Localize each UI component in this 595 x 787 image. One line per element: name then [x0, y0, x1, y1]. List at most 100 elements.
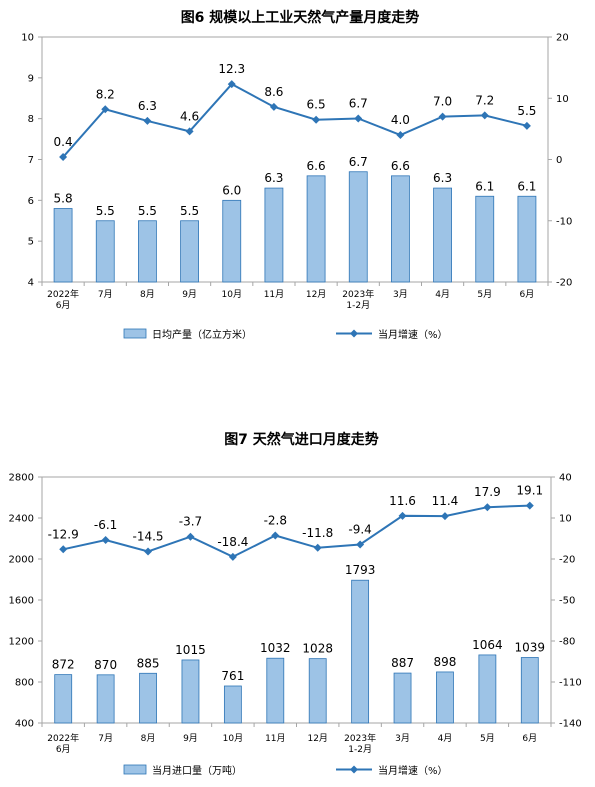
bar [138, 220, 157, 283]
bar [264, 187, 284, 283]
plot-frame [41, 36, 549, 283]
left-axis-tick-label: 2400 [9, 514, 34, 525]
bar-value-label: 6.3 [433, 171, 452, 185]
left-axis-tick-label: 2800 [9, 473, 34, 484]
line-point [186, 532, 195, 541]
line-value-label: -18.4 [217, 535, 248, 549]
line-point [312, 115, 321, 124]
line-value-label: 8.2 [96, 87, 115, 101]
bar [95, 220, 115, 283]
bar [222, 199, 242, 283]
bar [520, 657, 539, 724]
bar [475, 195, 495, 283]
line-value-label: 7.2 [475, 93, 494, 107]
line-point [398, 511, 407, 520]
bar-value-label: 887 [391, 656, 414, 670]
line-value-label: 12.3 [218, 62, 245, 76]
bar-value-label: 1793 [345, 563, 376, 577]
left-axis-tick-label: 8 [28, 114, 34, 125]
bar [517, 195, 537, 283]
line-value-label: -3.7 [179, 515, 202, 529]
category-label: 8月 [140, 289, 155, 300]
line-value-label: -12.9 [48, 527, 79, 541]
category-label: 11月 [265, 733, 285, 744]
bar-value-label: 6.7 [349, 155, 368, 169]
category-label: 12月 [307, 733, 327, 744]
category-label: 1-2月 [348, 744, 372, 755]
line-point [438, 112, 447, 121]
bar-value-label: 1015 [175, 643, 206, 657]
line-value-label: -14.5 [133, 529, 164, 543]
growth-rate-line [62, 504, 530, 558]
category-label: 8月 [141, 733, 156, 744]
bar-value-label: 885 [137, 656, 160, 670]
chart-title: 图6 规模以上工业天然气产量月度走势 [181, 9, 420, 26]
plot-frame [41, 476, 552, 724]
line-point [356, 540, 365, 549]
bar [96, 674, 115, 724]
chart-1: 图6 规模以上工业天然气产量月度走势 4 5 6 7 8 9 10 -20 -10 0 10 20 202… [21, 9, 572, 341]
category-label: 3月 [395, 733, 410, 744]
bar [348, 171, 368, 283]
right-axis-tick-label: 40 [559, 473, 572, 484]
bar-value-label: 6.0 [222, 183, 241, 197]
bar-value-label: 872 [52, 658, 75, 672]
bar-value-label: 5.5 [96, 204, 115, 218]
left-axis-tick-label: 5 [28, 237, 34, 248]
line-value-label: 5.5 [517, 104, 536, 118]
line-value-label: 4.6 [180, 109, 199, 123]
left-axis-tick-label: 4 [28, 278, 34, 289]
right-axis-tick-label: -80 [559, 637, 575, 648]
line-point [313, 543, 322, 552]
bar-value-label: 870 [94, 658, 117, 672]
line-point [440, 512, 449, 521]
bar [433, 187, 452, 283]
line-value-label: 11.4 [432, 494, 459, 508]
bar [351, 579, 370, 724]
bar-value-label: 898 [434, 655, 457, 669]
legend-line-label: 当月增速（%） [378, 328, 448, 341]
chart-2: 图7 天然气进口月度走势 400 800 1200 1600 2000 2400 2800 -1… [9, 431, 582, 777]
line-value-label: 0.4 [54, 135, 73, 149]
line-point [144, 547, 153, 556]
category-label: 9月 [183, 733, 198, 744]
category-label: 2023年 [344, 732, 376, 744]
right-axis-tick-label: 10 [559, 514, 572, 525]
legend-line-label: 当月增速（%） [378, 764, 448, 777]
bar-value-label: 1028 [302, 642, 333, 656]
category-label: 6月 [520, 289, 535, 300]
left-axis-tick-label: 10 [21, 33, 34, 44]
right-axis-tick-label: -20 [556, 278, 572, 289]
line-value-label: 11.6 [389, 494, 416, 508]
bar-value-label: 6.1 [475, 179, 494, 193]
bar-value-label: 6.6 [307, 159, 326, 173]
line-value-label: -6.1 [94, 518, 117, 532]
category-label: 4月 [435, 289, 450, 300]
bar-value-label: 6.1 [517, 179, 536, 193]
line-point [59, 153, 68, 162]
line-point [480, 111, 489, 120]
line-value-label: 17.9 [474, 485, 501, 499]
line-point [271, 531, 280, 540]
bar [308, 658, 327, 724]
bar [139, 672, 157, 724]
line-point [143, 116, 152, 125]
category-label: 6月 [56, 744, 71, 755]
legend: 日均产量（亿立方米） 当月增速（%） [123, 328, 448, 341]
right-axis-tick-label: 10 [556, 94, 569, 105]
line-value-label: 6.7 [349, 96, 368, 110]
bar [266, 657, 285, 724]
right-axis-tick-label: -10 [556, 216, 572, 227]
line-value-label: 8.6 [264, 85, 283, 99]
category-label: 1-2月 [346, 300, 370, 311]
bar-value-label: 1064 [472, 638, 503, 652]
line-value-label: -2.8 [264, 513, 287, 527]
category-label: 5月 [477, 289, 492, 300]
line-point [59, 545, 68, 554]
bar-value-label: 6.6 [391, 159, 410, 173]
bar [181, 659, 200, 724]
line-value-label: -11.8 [302, 526, 333, 540]
category-label: 11月 [264, 289, 284, 300]
left-axis-tick-label: 1600 [9, 596, 34, 607]
